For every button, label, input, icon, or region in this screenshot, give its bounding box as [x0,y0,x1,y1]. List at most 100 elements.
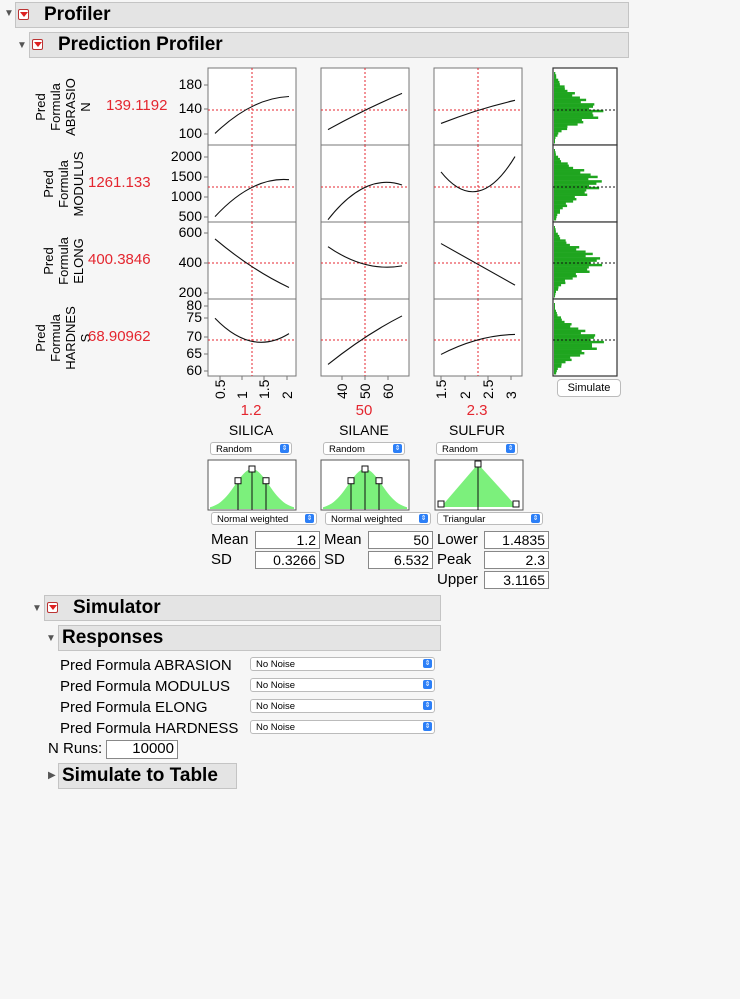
histogram-bar [554,127,568,131]
distribution-handle [512,500,520,508]
param-input-silane-mean[interactable]: 50 [368,531,433,549]
responses-header[interactable]: Responses [58,625,441,651]
y-tick-label: 100 [178,125,202,141]
distribution-select-silane[interactable]: Normal weighted ⇕ [325,512,431,525]
n-runs-input[interactable]: 10000 [106,740,178,759]
simulate-to-table-header[interactable]: Simulate to Table [58,763,237,789]
histogram-bar [554,363,562,366]
prediction-trace [327,92,403,131]
random-select-silane[interactable]: Random ⇕ [323,442,405,455]
noise-select-hardness[interactable]: No Noise ⇕ [250,720,435,734]
chevron-updown-icon: ⇕ [423,659,432,668]
responses-disclosure-icon[interactable]: ▼ [46,633,56,644]
histogram-bar [554,358,572,362]
prediction-trace [327,181,403,221]
param-label-sulfur-lower: Lower [437,531,478,548]
response-value: 1261.133 [88,173,151,191]
histogram-bar [554,141,555,144]
param-input-sulfur-upper[interactable]: 3.1165 [484,571,549,589]
distribution-select-silica[interactable]: Normal weighted ⇕ [211,512,317,525]
chevron-updown-icon: ⇕ [393,444,402,453]
histogram-bar [554,92,575,95]
factor-value-sulfur[interactable]: 2.3 [466,402,488,419]
histogram-bar [554,365,562,368]
histogram-bar [554,213,558,217]
noise-select-modulus[interactable]: No Noise ⇕ [250,678,435,692]
param-input-silica-mean[interactable]: 1.2 [255,531,320,549]
histogram-bar [554,164,569,168]
param-input-silica-sd[interactable]: 0.3266 [255,551,320,569]
chevron-updown-icon: ⇕ [506,444,515,453]
histogram-bar [554,105,594,108]
profiler-plot-grid[interactable] [0,0,740,400]
prediction-profiler-header[interactable]: Prediction Profiler [29,32,629,58]
histogram-bar [554,215,557,219]
profiler-menu-icon[interactable] [18,9,29,20]
noise-select-elong[interactable]: No Noise ⇕ [250,699,435,713]
prediction-profiler-disclosure-icon[interactable]: ▼ [17,40,27,51]
distribution-editors[interactable] [0,0,740,520]
histogram-bar [554,186,600,190]
factor-value-silane[interactable]: 50 [355,402,373,419]
histogram-bar [554,226,555,229]
distribution-handle [234,477,242,485]
simulate-button[interactable]: Simulate [557,379,621,397]
histogram-bar [554,279,566,282]
factor-name-silica: SILICA [228,422,274,438]
histogram-bar [554,80,560,84]
histogram-bar [554,118,582,122]
y-tick-label: 80 [186,297,202,313]
histogram-bar [554,134,558,137]
histogram-bar [554,351,585,355]
prediction-trace [214,317,290,343]
n-runs-label: N Runs: [48,740,103,757]
histogram-bar [554,166,574,170]
histogram-bar [554,204,568,208]
sim-response-label-elong: Pred Formula ELONG [60,699,208,716]
response-value: 68.90962 [88,327,151,345]
random-select-silica[interactable]: Random ⇕ [210,442,292,455]
param-input-sulfur-peak[interactable]: 2.3 [484,551,549,569]
histogram-bar [554,155,559,159]
y-tick-label: 2000 [170,148,202,164]
simulator-header[interactable]: Simulator [44,595,441,621]
noise-select-abrasion[interactable]: No Noise ⇕ [250,657,435,671]
prediction-profiler-menu-icon[interactable] [32,39,43,50]
simulator-menu-icon[interactable] [47,602,58,613]
random-select-sulfur[interactable]: Random ⇕ [436,442,518,455]
param-input-sulfur-lower[interactable]: 1.4835 [484,531,549,549]
y-tick-label: 65 [186,345,202,361]
profiler-header[interactable]: Profiler [15,2,629,28]
histogram-bar [554,120,584,124]
y-tick-label: 400 [178,254,202,270]
distribution-handle [361,465,369,473]
histogram-bar [554,327,579,330]
histogram-bar [554,230,556,233]
histogram-bar [554,354,581,357]
y-tick-label: 1000 [170,188,202,204]
distribution-select-sulfur[interactable]: Triangular ⇕ [437,512,543,525]
distribution-handle [262,477,270,485]
y-tick-label: 200 [178,284,202,300]
y-tick-label: 60 [186,362,202,378]
histogram-bar [554,85,565,88]
simulate-to-table-disclosure-icon[interactable]: ▶ [48,770,56,781]
factor-value-silica[interactable]: 1.2 [240,402,262,419]
prediction-profiler-title: Prediction Profiler [58,34,223,55]
prediction-trace [214,95,290,134]
histogram-bar [554,274,577,278]
param-input-silane-sd[interactable]: 6.532 [368,551,433,569]
histogram-bar [554,318,562,322]
histogram-bar [554,173,591,176]
histogram-bar [554,250,586,253]
distribution-handle [437,500,445,508]
profiler-disclosure-icon[interactable]: ▼ [4,8,14,19]
factor-name-silane: SILANE [339,422,389,438]
histogram-bar [554,206,563,210]
simulator-disclosure-icon[interactable]: ▼ [32,603,42,614]
histogram-bar [554,272,576,276]
param-label-silica-sd: SD [211,551,232,568]
histogram-bar [554,325,571,328]
histogram-bar [554,340,604,344]
chevron-updown-icon: ⇕ [531,514,540,523]
